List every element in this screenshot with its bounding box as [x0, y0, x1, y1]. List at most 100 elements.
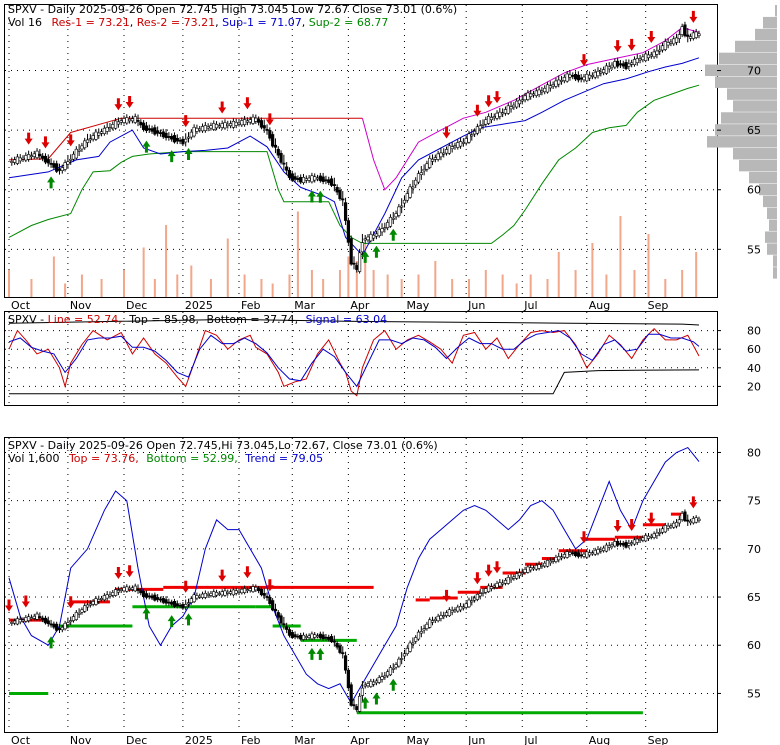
trend-sell-arrow [647, 512, 656, 525]
price-candle-body [94, 131, 98, 140]
stochastic-lines [8, 318, 700, 397]
trend-candle-body [324, 636, 328, 639]
res2-label: Res-2 = 73.21 [137, 16, 215, 29]
price-candle-body [46, 159, 50, 164]
price-candle-body [186, 136, 191, 139]
stoch-tick-label: 60 [747, 343, 761, 356]
trend-candle-body [175, 603, 179, 607]
price-plot-frame [4, 4, 718, 298]
trend-candle-body [545, 560, 550, 567]
sup1-sep: , [302, 16, 309, 29]
volume-bar [288, 274, 291, 297]
volume-profile-bar [773, 267, 777, 279]
trend-candle-body [172, 600, 177, 607]
sell-arrow [265, 113, 274, 126]
price-candle-body [170, 136, 174, 140]
trend-candle-body [618, 542, 623, 545]
volume-bar [30, 279, 33, 297]
price-candle-body [29, 155, 34, 158]
trend-candle-body [537, 564, 541, 569]
trend-candle-body [329, 636, 334, 643]
res-line [8, 117, 363, 161]
price-candle-body [540, 90, 544, 93]
volume-bar [260, 279, 263, 297]
trend-candle-body [285, 626, 289, 630]
price-candle-body [627, 63, 631, 67]
trend-candle-body [209, 593, 213, 596]
price-candle-body [212, 123, 216, 130]
price-candle-body [282, 162, 286, 165]
trend-candle-body [74, 612, 78, 620]
volume-profile-bar [749, 171, 777, 184]
volume-bar [501, 274, 504, 297]
price-candle-body [116, 121, 120, 125]
trend-candle-body [430, 620, 435, 623]
price-candle-body [69, 158, 73, 161]
price-candle-body [279, 152, 283, 163]
trend-candle-body [85, 604, 90, 608]
trend-candle-body [321, 634, 325, 639]
trend-candle-body [520, 572, 524, 575]
price-candle-body [360, 242, 365, 253]
price-candle-body [226, 123, 230, 127]
trend-candle-body [562, 554, 566, 558]
trend-candle-body [627, 543, 631, 546]
trend-buy-arrow [316, 647, 325, 660]
trend-header-line2: Vol 1,600 Top = 73.76, Bottom = 52.99, T… [8, 452, 323, 465]
price-candle-body [32, 153, 36, 157]
trend-month-label: Dec [126, 734, 147, 745]
buy-arrow [167, 150, 176, 163]
buy-arrow [307, 190, 316, 203]
volume-bar [372, 270, 375, 297]
trend-candle-body [559, 556, 564, 559]
trend-candle-body [607, 545, 611, 548]
trend-candle-body [472, 597, 477, 601]
trend-candle-body [512, 576, 516, 579]
trend-candle-body [624, 541, 628, 548]
price-candle-body [386, 222, 390, 228]
volume-profile-bar [707, 136, 777, 148]
price-month-label: Oct [11, 299, 31, 312]
trend-candle-body [357, 695, 362, 712]
volume-profile-bar [755, 28, 777, 41]
price-candle-body [428, 157, 432, 168]
volume-bar [386, 274, 389, 297]
trend-buy-arrow [47, 636, 56, 649]
stoch-tick-label: 20 [747, 380, 761, 393]
price-month-label: 2025 [185, 299, 213, 312]
volume-bar [619, 216, 622, 297]
price-candle-body [217, 125, 221, 128]
trend-candle-body [66, 622, 70, 625]
price-candle-body [444, 149, 449, 154]
volume-bar [310, 270, 313, 297]
price-candle-body [660, 45, 665, 51]
volume-bar [338, 270, 341, 297]
trend-candle-body [414, 637, 418, 642]
price-candle-body [571, 75, 575, 77]
price-candle-body [672, 38, 676, 45]
trend-sell-arrow [493, 561, 502, 574]
trend-candle-body [456, 606, 460, 612]
trend-candle-body [200, 593, 205, 598]
price-candle-body [355, 265, 359, 270]
trend-candle-body [495, 582, 499, 588]
price-candle-body [419, 172, 423, 176]
volume-bar [400, 279, 403, 297]
stoch-symbol: SPXV - [8, 313, 48, 326]
trend-candle-body [571, 552, 575, 555]
price-candle-body [447, 145, 451, 154]
trend-candle-body [273, 608, 278, 612]
trend-candle-body [436, 615, 440, 622]
trend-candle-body [632, 539, 637, 545]
volume-bar [664, 279, 667, 297]
trend-candle-body [293, 634, 297, 638]
trend-candle-body [265, 596, 269, 598]
price-candle-body [666, 42, 670, 46]
price-candle-body [184, 138, 188, 143]
trend-candle-body [503, 580, 508, 584]
price-month-label: Dec [126, 299, 147, 312]
trend-candle-body [576, 552, 580, 557]
trend-candle-body [43, 617, 48, 624]
trend-candle-body [573, 551, 578, 556]
trend-month-label: Apr [350, 734, 370, 745]
